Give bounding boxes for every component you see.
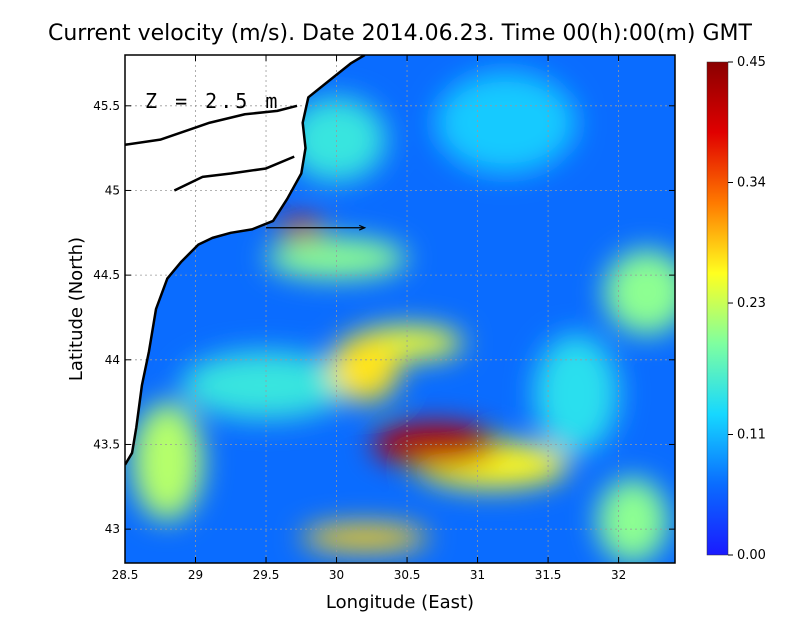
plot-frame [124, 54, 676, 564]
y-axis-label: Latitude (North) [66, 237, 87, 381]
x-tick-label: 31.5 [535, 568, 562, 582]
coastline [125, 55, 366, 466]
colorbar-tick-label: 0.45 [737, 55, 766, 70]
y-tick-label: 44.5 [93, 268, 120, 282]
speed-blob [287, 97, 386, 182]
speed-blob [132, 402, 203, 521]
coastline-segment [173, 155, 295, 192]
current-vectors [266, 224, 367, 231]
speed-blob [301, 524, 429, 552]
colorbar-tick-label: 0.11 [737, 427, 766, 442]
current-vector [266, 224, 367, 231]
speed-blob [533, 334, 619, 453]
x-tick-label: 32 [611, 568, 626, 582]
depth-annotation: Z = 2.5 m [145, 89, 280, 113]
speed-blob [329, 334, 400, 403]
x-axis-label: Longitude (East) [326, 592, 474, 613]
x-tick-label: 30 [329, 568, 344, 582]
grid-lines [125, 55, 675, 563]
coastline-segment [125, 104, 298, 146]
x-tick-label: 30.5 [394, 568, 421, 582]
y-axis-ticks: 43 43.5 44 44.5 45 45.5 [93, 99, 675, 536]
colorbar-tick-label: 0.34 [737, 176, 766, 191]
x-tick-label: 28.5 [112, 568, 139, 582]
x-axis-ticks: 28.5 29 29.5 30 30.5 31 31.5 32 [112, 55, 626, 582]
y-tick-label: 45 [105, 183, 120, 197]
chart-title: Current velocity (m/s). Date 2014.06.23.… [48, 21, 753, 46]
y-tick-label: 44 [105, 353, 120, 367]
speed-blob [604, 249, 675, 335]
speed-blob [266, 237, 408, 279]
land [125, 55, 365, 465]
speed-blob [597, 478, 668, 563]
speed-field [132, 71, 675, 563]
colorbar [706, 61, 729, 556]
colorbar-tick-label: 0.00 [737, 548, 766, 563]
speed-blob [435, 71, 577, 174]
colorbar-tick-label: 0.23 [737, 296, 766, 311]
x-tick-label: 29 [188, 568, 203, 582]
x-tick-label: 31 [470, 568, 485, 582]
y-tick-label: 43 [105, 522, 120, 536]
x-tick-label: 29.5 [253, 568, 280, 582]
y-tick-label: 45.5 [93, 99, 120, 113]
coastline-segment [125, 55, 366, 466]
y-tick-label: 43.5 [93, 437, 120, 451]
colorbar-ticks: 0.00 0.11 0.23 0.34 0.45 [728, 55, 766, 563]
land-area [125, 55, 365, 465]
